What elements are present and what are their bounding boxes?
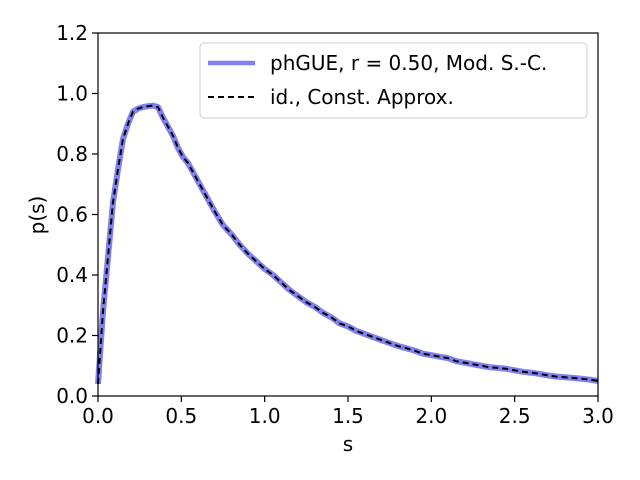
x-tick-label: 2.5 xyxy=(499,404,531,428)
legend: phGUE, r = 0.50, Mod. S.-C. id., Const. … xyxy=(199,42,588,119)
y-tick-label: 1.0 xyxy=(56,82,88,106)
y-axis-label: p(s) xyxy=(25,196,49,235)
legend-label-const-approx: id., Const. Approx. xyxy=(270,85,454,109)
y-tick-label: 0.4 xyxy=(56,263,88,287)
y-tick-label: 0.2 xyxy=(56,324,88,348)
legend-label-mod-sc: phGUE, r = 0.50, Mod. S.-C. xyxy=(270,51,547,75)
x-tick-label: 3.0 xyxy=(582,404,614,428)
legend-box xyxy=(199,42,588,119)
x-tick-label: 1.5 xyxy=(332,404,364,428)
y-tick-label: 0.6 xyxy=(56,203,88,227)
y-axis-ticks: 0.0 0.2 0.4 0.6 0.8 1.0 1.2 xyxy=(56,21,98,408)
series-layer xyxy=(95,102,599,385)
series-line-const-approx xyxy=(97,104,599,384)
y-tick-label: 1.2 xyxy=(56,21,88,45)
x-axis-label: s xyxy=(343,432,353,456)
x-axis-ticks: 0.0 0.5 1.0 1.5 2.0 2.5 3.0 xyxy=(82,396,614,428)
x-tick-label: 0.5 xyxy=(165,404,197,428)
x-tick-label: 2.0 xyxy=(415,404,447,428)
x-tick-label: 1.0 xyxy=(249,404,281,428)
y-tick-label: 0.0 xyxy=(56,384,88,408)
y-tick-label: 0.8 xyxy=(56,142,88,166)
x-tick-label: 0.0 xyxy=(82,404,114,428)
